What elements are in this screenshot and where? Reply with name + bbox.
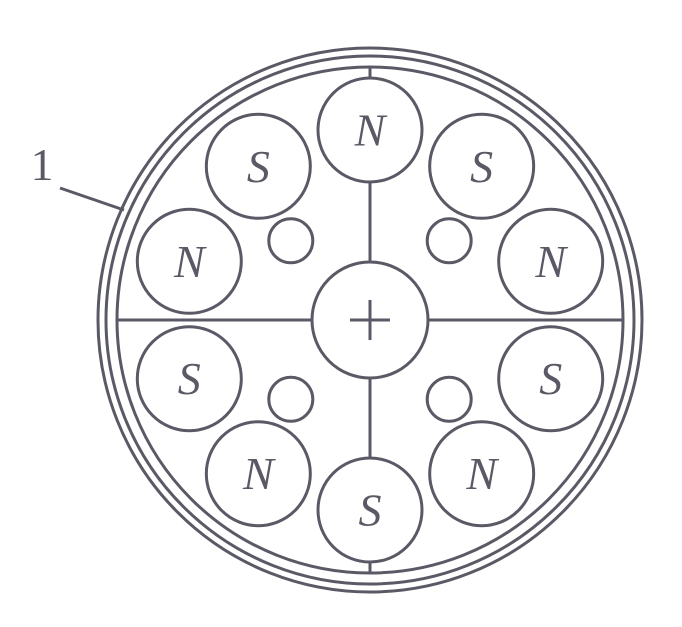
inner-hole: [269, 377, 313, 421]
callout-1: 1: [31, 139, 125, 210]
pole-label: S: [247, 141, 270, 192]
pole-label: S: [178, 353, 201, 404]
pole-label: N: [173, 236, 207, 287]
pole-label: N: [465, 448, 499, 499]
pole-label: N: [534, 236, 568, 287]
pole-label: S: [470, 141, 493, 192]
pole-label: N: [242, 448, 276, 499]
hub: [312, 262, 428, 378]
magnetic-plate-diagram: NSNSNSNSNS1: [0, 0, 682, 627]
pole-label: S: [539, 353, 562, 404]
inner-hole: [427, 377, 471, 421]
inner-hole: [427, 219, 471, 263]
pole-label: N: [354, 105, 388, 156]
callout-label: 1: [31, 139, 54, 190]
pole-label: S: [359, 485, 382, 536]
inner-hole: [269, 219, 313, 263]
